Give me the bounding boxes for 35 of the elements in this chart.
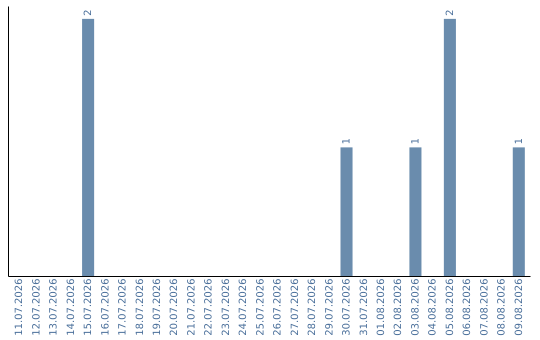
x-tick-label: 05.08.2026 [444,278,456,336]
x-tick-label: 20.07.2026 [169,278,180,336]
data-label: 1 [514,138,525,144]
x-tick-label: 18.07.2026 [134,278,146,336]
x-tick-label: 19.07.2026 [152,278,164,336]
data-label: 2 [83,9,94,16]
x-tick-label: 04.08.2026 [428,278,439,336]
data-label: 2 [444,9,456,16]
x-tick-label: 30.07.2026 [342,278,353,336]
data-label: 1 [410,138,422,144]
x-tick-label: 16.07.2026 [100,278,112,336]
x-tick-label: 28.07.2026 [307,278,318,336]
x-tick-label: 25.07.2026 [255,278,266,336]
x-tick-label: 26.07.2026 [272,278,284,336]
x-tick-label: 03.08.2026 [410,278,422,336]
x-tick-label: 14.07.2026 [66,278,77,336]
x-tick-label: 08.08.2026 [496,278,508,336]
x-tick-label: 29.07.2026 [324,278,336,336]
x-tick-label: 13.07.2026 [48,278,60,336]
x-tick-label: 17.07.2026 [118,278,129,336]
x-tick-label: 12.07.2026 [31,278,42,336]
x-tick-label: 09.08.2026 [514,278,525,336]
x-tick-label: 06.08.2026 [462,278,474,336]
x-tick-label: 31.07.2026 [358,278,370,336]
x-tick-label: 15.07.2026 [83,278,94,336]
x-tick-label: 01.08.2026 [376,278,387,336]
x-tick-label: 23.07.2026 [220,278,232,336]
x-tick-label: 22.07.2026 [204,278,215,336]
x-tick-label: 27.07.2026 [290,278,301,336]
x-tick-label: 21.07.2026 [186,278,198,336]
x-tick-label: 07.08.2026 [479,278,490,336]
x-tick-label: 02.08.2026 [393,278,404,336]
x-tick-label: 11.07.2026 [14,278,26,336]
data-label: 1 [342,138,353,144]
x-tick-label: 24.07.2026 [238,278,250,336]
